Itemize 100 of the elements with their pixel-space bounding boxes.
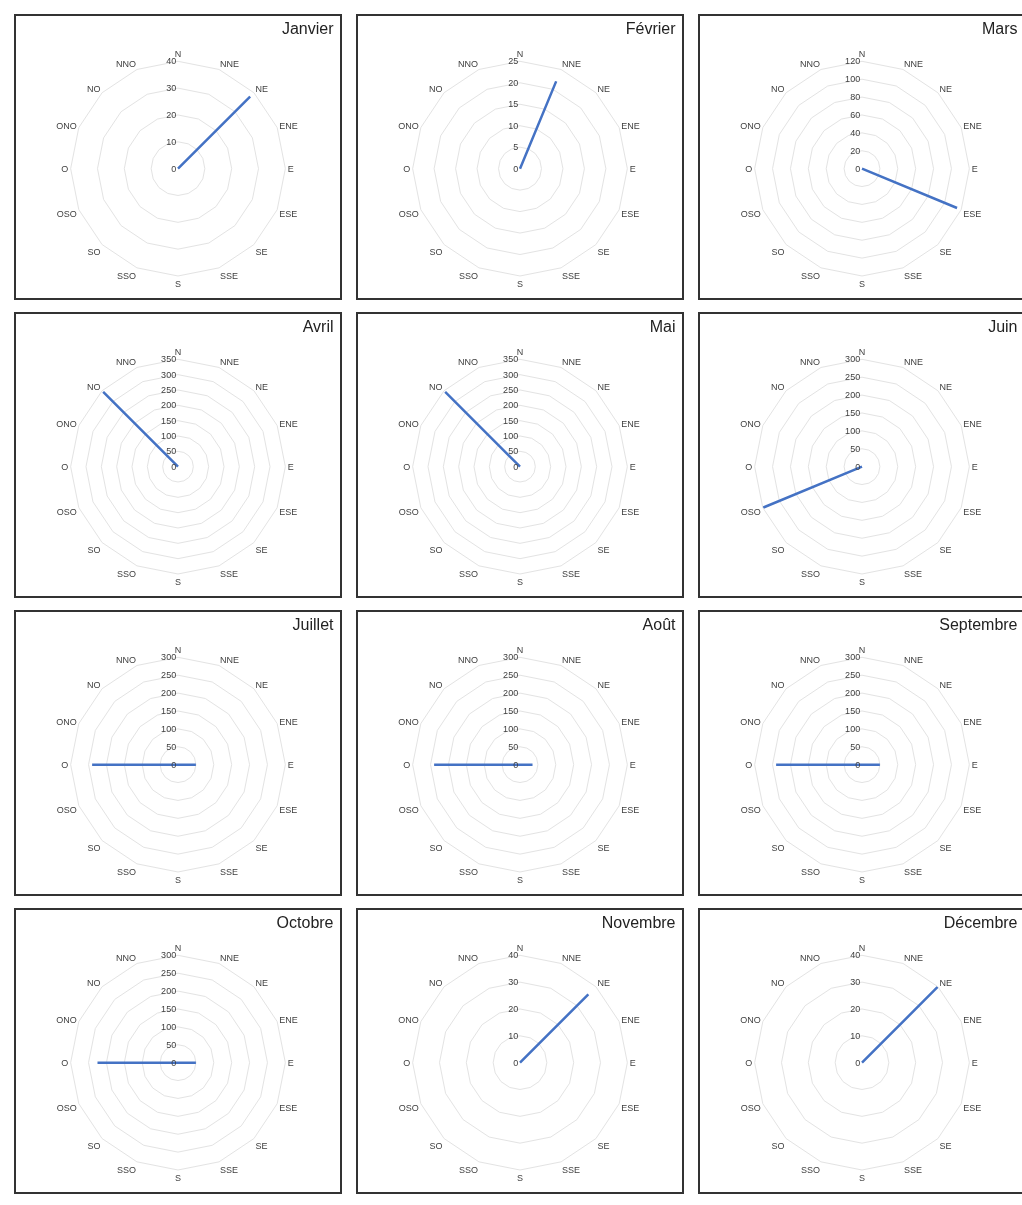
spoke-label: NNE <box>561 654 581 665</box>
y-tick-label: 250 <box>503 670 519 681</box>
spoke-label: SE <box>939 544 952 555</box>
spoke-label: O <box>61 759 69 770</box>
spoke-label: E <box>629 461 636 472</box>
y-tick-label: 0 <box>171 759 177 770</box>
spoke-label: SO <box>87 246 101 257</box>
spoke-label: NE <box>255 382 269 393</box>
y-tick-label: 100 <box>845 425 861 436</box>
spoke-label: SO <box>771 544 785 555</box>
spoke-label: SSE <box>219 569 238 580</box>
y-tick-label: 0 <box>513 759 519 770</box>
spoke-label: SO <box>771 1140 785 1151</box>
y-tick-label: 100 <box>845 723 861 734</box>
spoke-label: E <box>971 759 978 770</box>
spoke-label: ENE <box>279 120 298 131</box>
spoke-label: SO <box>429 544 443 555</box>
spoke-label: ONO <box>740 716 761 727</box>
spoke-label: ENE <box>963 418 982 429</box>
chart-title: Novembre <box>601 914 676 932</box>
spoke-label: NNE <box>219 58 239 69</box>
spoke-label: OSO <box>398 208 419 219</box>
spoke-label: E <box>971 1057 978 1068</box>
spoke-label: O <box>745 759 753 770</box>
spoke-label: ESE <box>963 804 982 815</box>
spoke-label: O <box>403 759 411 770</box>
spoke-label: NE <box>597 680 611 691</box>
spoke-label: ENE <box>279 1014 298 1025</box>
y-tick-label: 200 <box>503 400 519 411</box>
y-tick-label: 0 <box>855 163 861 174</box>
spoke-label: OSO <box>398 804 419 815</box>
y-tick-label: 100 <box>503 430 519 441</box>
y-tick-label: 0 <box>855 1057 861 1068</box>
y-tick-label: 150 <box>161 705 177 716</box>
spoke-label: E <box>971 163 978 174</box>
spoke-label: NO <box>770 382 785 393</box>
spoke-label: NNO <box>800 654 821 665</box>
y-tick-label: 150 <box>161 415 177 426</box>
spoke-label: NNE <box>219 356 239 367</box>
spoke-label: NE <box>939 382 953 393</box>
y-tick-label: 200 <box>845 688 861 699</box>
spoke-label: ESE <box>621 208 640 219</box>
spoke-label: ESE <box>279 804 298 815</box>
y-tick-label: 0 <box>513 461 519 472</box>
spoke-label: ESE <box>279 1102 298 1113</box>
y-tick-label: 200 <box>161 400 177 411</box>
spoke-label: SE <box>255 246 268 257</box>
spoke-label: SE <box>939 1140 952 1151</box>
spoke-label: SE <box>939 246 952 257</box>
spoke-label: ENE <box>279 418 298 429</box>
spoke-label: NNO <box>800 952 821 963</box>
spoke-label: NO <box>770 978 785 989</box>
spoke-label: SSO <box>117 569 137 580</box>
spoke-label: SSE <box>903 867 922 878</box>
spoke-label: SSO <box>801 1165 821 1176</box>
spoke-label: O <box>745 1057 753 1068</box>
spoke-label: SSO <box>117 271 137 282</box>
spoke-label: NE <box>939 978 953 989</box>
spoke-label: S <box>858 1173 866 1184</box>
y-tick-label: 0 <box>855 759 861 770</box>
chart-title: Juin <box>988 318 1018 336</box>
y-tick-label: 0 <box>513 163 519 174</box>
spoke-label: ESE <box>621 506 640 517</box>
y-tick-label: 300 <box>503 369 519 380</box>
spoke-label: ENE <box>621 716 640 727</box>
y-tick-label: 250 <box>845 372 861 383</box>
spoke-label: SO <box>429 1140 443 1151</box>
spoke-label: S <box>174 875 182 886</box>
y-tick-label: 0 <box>171 1057 177 1068</box>
y-tick-label: 40 <box>850 127 861 138</box>
spoke-label: O <box>403 461 411 472</box>
spoke-label: SSE <box>561 271 580 282</box>
y-tick-label: 30 <box>850 977 861 988</box>
chart-title: Février <box>625 20 677 38</box>
y-tick-label: 150 <box>503 705 519 716</box>
spoke-label: ENE <box>963 716 982 727</box>
spoke-label: S <box>858 279 866 290</box>
spoke-label: ENE <box>621 120 640 131</box>
spoke-label: ENE <box>963 120 982 131</box>
spoke-label: SO <box>87 1140 101 1151</box>
spoke-label: S <box>174 577 182 588</box>
spoke-label: NO <box>428 382 443 393</box>
y-tick-label: 60 <box>850 109 861 120</box>
y-tick-label: 50 <box>850 741 861 752</box>
chart-title: Août <box>642 616 677 634</box>
spoke-label: NNO <box>116 58 137 69</box>
spoke-label: E <box>287 759 294 770</box>
y-tick-label: 200 <box>845 390 861 401</box>
spoke-label: O <box>61 1057 69 1068</box>
spoke-label: SSE <box>219 867 238 878</box>
spoke-label: SO <box>771 842 785 853</box>
spoke-label: NO <box>770 680 785 691</box>
spoke-label: S <box>174 1173 182 1184</box>
spoke-label: OSO <box>56 506 77 517</box>
y-tick-label: 100 <box>161 1021 177 1032</box>
spoke-label: S <box>858 577 866 588</box>
spoke-label: SSE <box>219 271 238 282</box>
y-tick-label: 20 <box>850 145 861 156</box>
spoke-label: NO <box>428 680 443 691</box>
spoke-label: SSO <box>801 867 821 878</box>
